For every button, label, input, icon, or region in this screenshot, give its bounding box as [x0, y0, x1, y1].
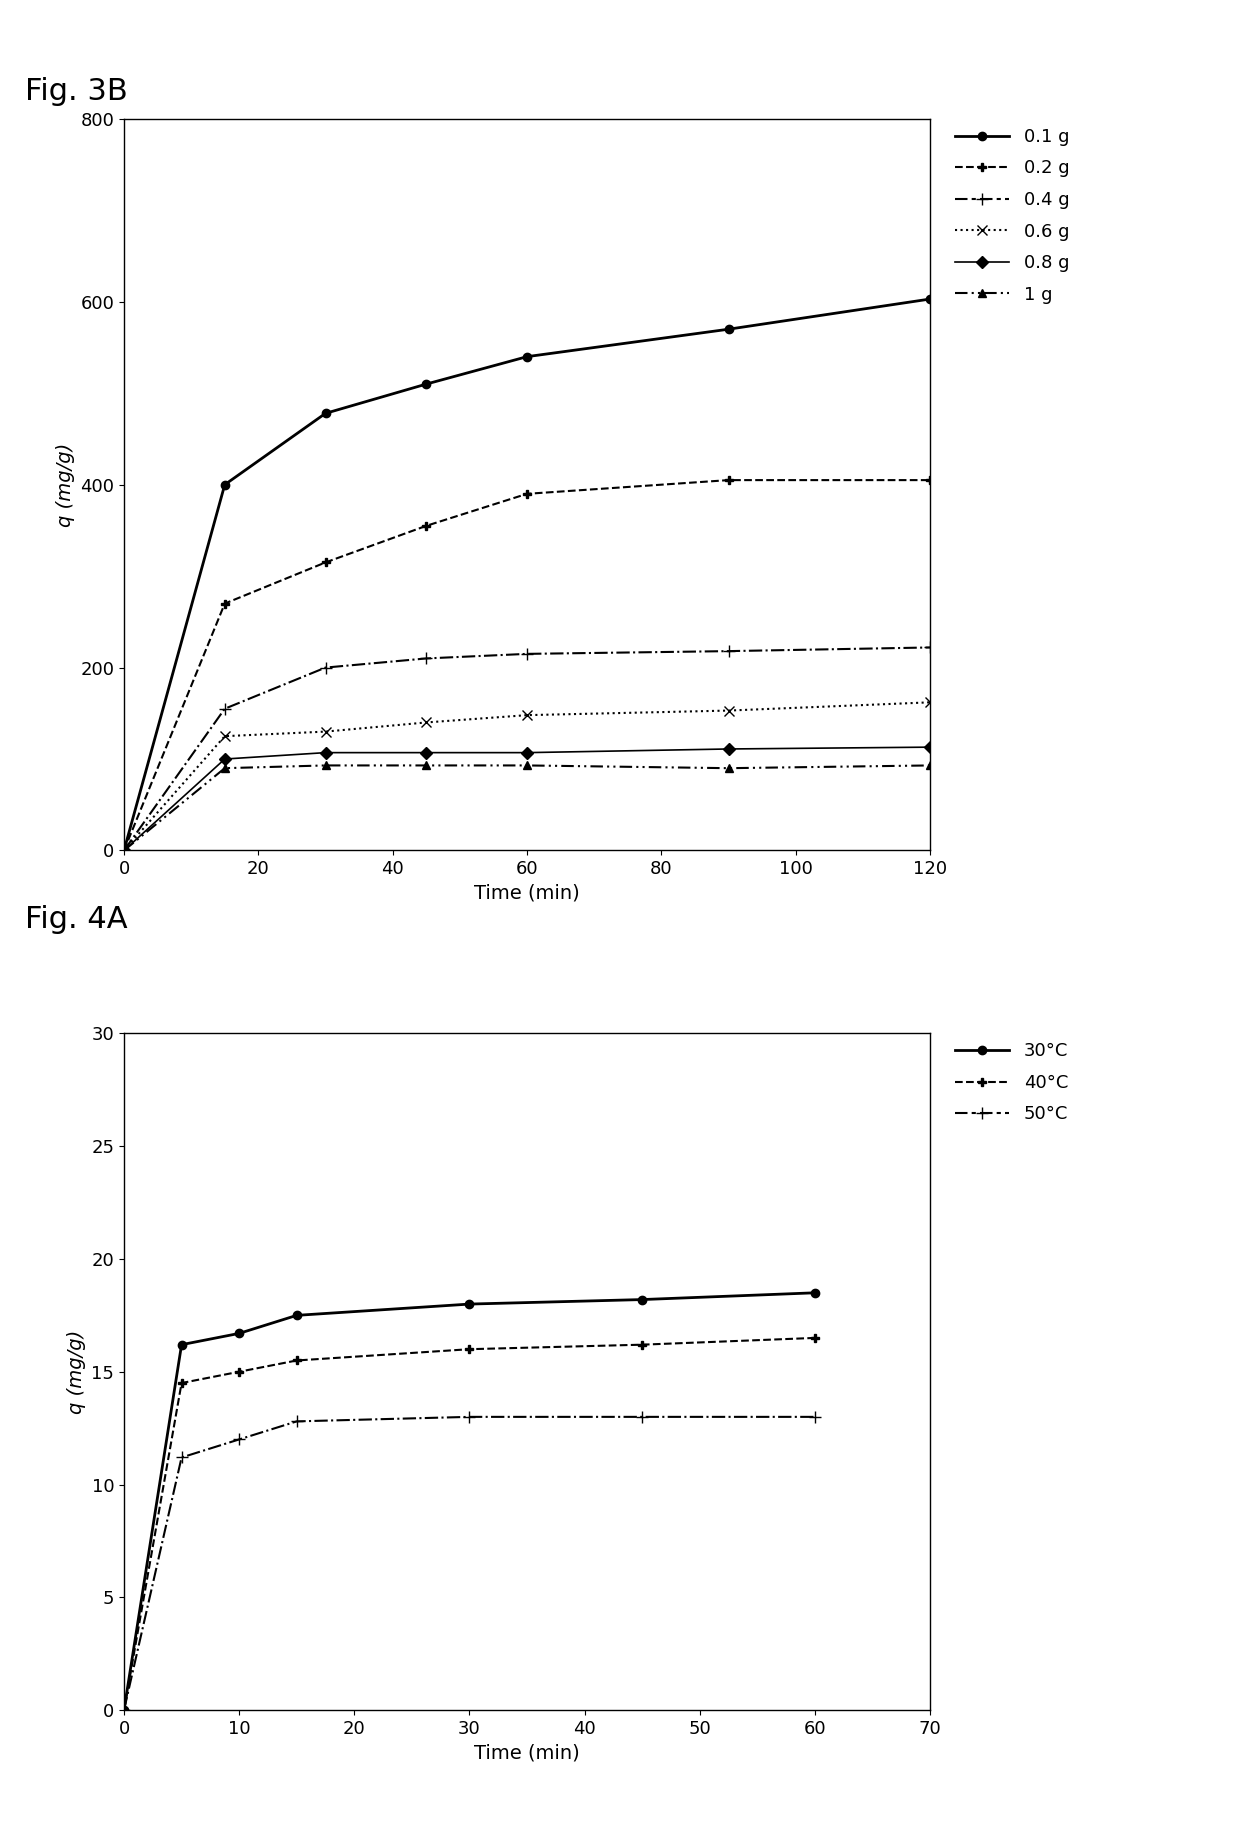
X-axis label: Time (min): Time (min) [474, 883, 580, 904]
Text: Fig. 4A: Fig. 4A [25, 905, 128, 935]
Text: Fig. 3B: Fig. 3B [25, 77, 128, 106]
Legend: 0.1 g, 0.2 g, 0.4 g, 0.6 g, 0.8 g, 1 g: 0.1 g, 0.2 g, 0.4 g, 0.6 g, 0.8 g, 1 g [955, 128, 1069, 304]
X-axis label: Time (min): Time (min) [474, 1743, 580, 1763]
Y-axis label: q (mg/g): q (mg/g) [67, 1330, 86, 1414]
Y-axis label: q (mg/g): q (mg/g) [56, 443, 74, 527]
Legend: 30°C, 40°C, 50°C: 30°C, 40°C, 50°C [955, 1043, 1068, 1123]
